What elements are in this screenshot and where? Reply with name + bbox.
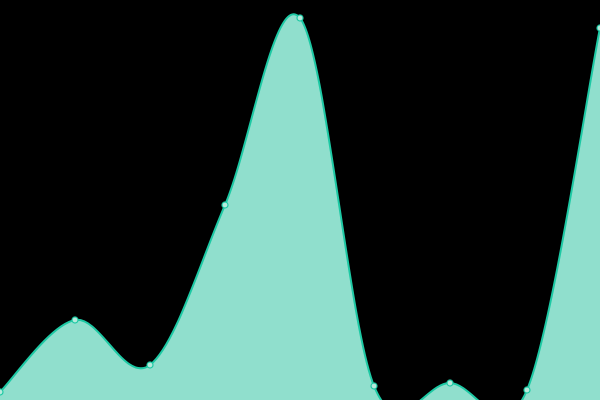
data-point-markers	[0, 14, 600, 396]
data-point-marker	[296, 14, 304, 22]
data-point-marker	[146, 361, 154, 369]
data-point-marker	[596, 24, 600, 32]
data-point-marker	[221, 201, 229, 209]
data-point-marker	[71, 316, 79, 324]
data-point-marker	[370, 382, 378, 390]
chart-plot-area	[0, 13, 600, 400]
data-point-marker	[446, 379, 454, 387]
data-point-marker	[523, 386, 531, 394]
area-fill-path	[0, 14, 600, 400]
data-point-marker	[0, 388, 4, 396]
